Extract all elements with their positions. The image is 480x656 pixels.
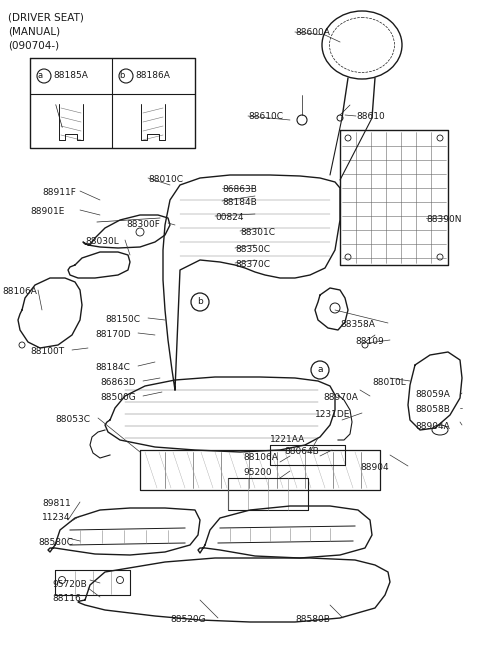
Text: 00824: 00824 [215, 213, 243, 222]
Text: 88390N: 88390N [426, 215, 461, 224]
Text: 88064B: 88064B [284, 447, 319, 456]
Text: 1221AA: 1221AA [270, 435, 305, 444]
Text: 88580B: 88580B [295, 615, 330, 624]
Text: 88904A: 88904A [415, 422, 450, 431]
Text: 1231DE: 1231DE [315, 410, 350, 419]
Text: 88150C: 88150C [105, 315, 140, 324]
Text: 88170D: 88170D [95, 330, 131, 339]
Text: 88100T: 88100T [30, 347, 64, 356]
Text: 88053C: 88053C [55, 415, 90, 424]
Text: 88911F: 88911F [42, 188, 76, 197]
Text: b: b [120, 72, 125, 81]
Text: 88904: 88904 [360, 463, 389, 472]
Text: 88901E: 88901E [30, 207, 64, 216]
Text: 88116: 88116 [52, 594, 81, 603]
Text: b: b [197, 298, 203, 306]
Text: 88184B: 88184B [222, 198, 257, 207]
Text: (090704-): (090704-) [8, 40, 59, 50]
Text: 88580C: 88580C [38, 538, 73, 547]
Text: 88350C: 88350C [235, 245, 270, 254]
Text: 88520G: 88520G [170, 615, 205, 624]
Text: 95720B: 95720B [52, 580, 87, 589]
Text: 88184C: 88184C [95, 363, 130, 372]
Text: 88358A: 88358A [340, 320, 375, 329]
Text: 88600A: 88600A [295, 28, 330, 37]
Text: 86863B: 86863B [222, 185, 257, 194]
Text: 88010L: 88010L [372, 378, 406, 387]
Text: 88030L: 88030L [85, 237, 119, 246]
Text: (DRIVER SEAT): (DRIVER SEAT) [8, 12, 84, 22]
Text: 88301C: 88301C [240, 228, 275, 237]
Text: 88109: 88109 [355, 337, 384, 346]
Text: (MANUAL): (MANUAL) [8, 26, 60, 36]
Text: 88370C: 88370C [235, 260, 270, 269]
Text: a: a [317, 365, 323, 375]
Text: 88058B: 88058B [415, 405, 450, 414]
Text: 11234: 11234 [42, 513, 71, 522]
Text: 88610C: 88610C [248, 112, 283, 121]
Text: 88300F: 88300F [126, 220, 160, 229]
Text: 88106A: 88106A [243, 453, 278, 462]
Text: 88500G: 88500G [100, 393, 136, 402]
Text: 86863D: 86863D [100, 378, 136, 387]
Text: 88186A: 88186A [135, 72, 170, 81]
Text: 95200: 95200 [243, 468, 272, 477]
Text: a: a [37, 72, 43, 81]
Text: 88970A: 88970A [323, 393, 358, 402]
Text: 88185A: 88185A [53, 72, 88, 81]
Text: 88610: 88610 [356, 112, 385, 121]
Text: 88059A: 88059A [415, 390, 450, 399]
Text: 88010C: 88010C [148, 175, 183, 184]
Text: 88106A: 88106A [2, 287, 37, 296]
Text: 89811: 89811 [42, 499, 71, 508]
